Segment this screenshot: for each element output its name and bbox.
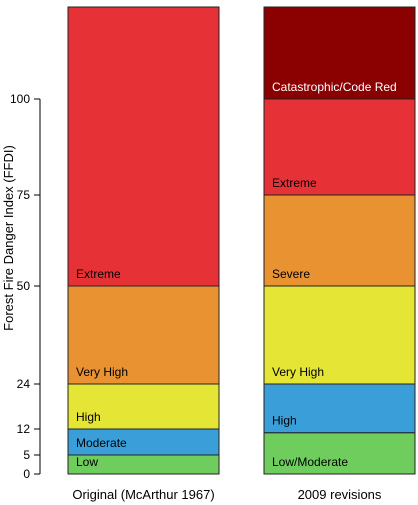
band-very-high (67, 285, 220, 385)
category-label: Original (McArthur 1967) (72, 487, 214, 502)
band-very-high (263, 285, 416, 385)
band-extreme (67, 6, 220, 287)
band-label: High (76, 410, 101, 424)
y-tick-label: 24 (17, 377, 31, 391)
band-label: Moderate (76, 436, 127, 450)
band-label: Very High (272, 365, 324, 379)
band-label: High (272, 414, 297, 428)
y-axis: 0 5 12 24 50 75 100 (10, 92, 41, 481)
band-severe (263, 194, 416, 287)
band-low-moderate (263, 432, 416, 475)
y-tick-label: 50 (17, 279, 31, 293)
band-moderate (67, 428, 220, 456)
columns: Low Moderate High Very High Extreme Original … (67, 6, 416, 502)
column-revised: Low/Moderate High Very High Severe Extreme Ca… (263, 6, 416, 502)
band-label: Low (76, 455, 98, 469)
band-catastrophic-code-red (263, 6, 416, 100)
y-tick-label: 100 (10, 92, 30, 106)
y-axis-title: Forest Fire Danger Index (FFDI) (1, 145, 16, 331)
y-tick-label: 12 (17, 422, 31, 436)
band-label: Low/Moderate (272, 455, 348, 469)
y-tick-label: 5 (23, 448, 30, 462)
band-high (263, 383, 416, 434)
band-label: Extreme (76, 267, 121, 281)
band-label: Catastrophic/Code Red (272, 80, 397, 94)
band-label: Extreme (272, 176, 317, 190)
column-original: Low Moderate High Very High Extreme Original … (67, 6, 220, 502)
category-label: 2009 revisions (298, 487, 382, 502)
y-tick-label: 75 (17, 188, 31, 202)
band-label: Very High (76, 365, 128, 379)
band-label: Severe (272, 267, 310, 281)
y-tick-label: 0 (23, 467, 30, 481)
band-extreme (263, 98, 416, 196)
band-high (67, 383, 220, 430)
